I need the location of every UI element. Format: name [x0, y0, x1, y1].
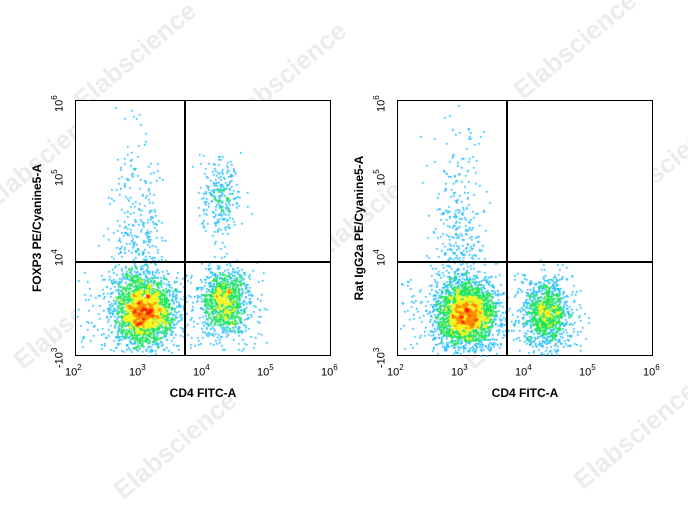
x-axis-title: CD4 FITC-A: [169, 386, 237, 400]
quadrant-gate-horizontal[interactable]: [398, 261, 652, 263]
quadrant-gate-vertical[interactable]: [506, 101, 508, 355]
x-tick-label: 105: [257, 363, 274, 379]
quadrant-gate-horizontal[interactable]: [76, 261, 330, 263]
x-tick-label: 104: [193, 363, 210, 379]
plot-area: [397, 100, 654, 357]
y-axis-title: Rat IgG2a PE/Cyanine5-A: [352, 155, 366, 301]
y-tick-label: 106: [372, 95, 388, 112]
y-tick-label: -103: [50, 347, 66, 368]
x-tick-label: 103: [451, 363, 468, 379]
y-axis-title: FOXP3 PE/Cyanine5-A: [30, 163, 44, 293]
x-tick-label: 106: [321, 363, 338, 379]
x-tick-label: 102: [65, 363, 82, 379]
quadrant-gate-vertical[interactable]: [184, 101, 186, 355]
x-tick-label: 106: [643, 363, 660, 379]
x-tick-label: 103: [129, 363, 146, 379]
x-tick-label: 102: [387, 363, 404, 379]
x-tick-label: 105: [579, 363, 596, 379]
y-tick-label: 104: [50, 248, 66, 266]
y-tick-label: 106: [50, 95, 66, 112]
y-tick-label: -103: [372, 347, 388, 368]
plot-area: [75, 100, 332, 357]
y-tick-label: 105: [50, 169, 66, 187]
dot-density: [76, 101, 332, 357]
y-tick-label: 105: [372, 169, 388, 187]
x-tick-label: 104: [515, 363, 532, 379]
flow-plot-isotype: Rat IgG2a PE/Cyanine5-A 102 103 104 105 106 -…: [344, 0, 688, 490]
y-tick-label: 104: [372, 248, 388, 266]
x-axis-title: CD4 FITC-A: [491, 386, 559, 400]
flow-plot-foxp3: FOXP3 PE/Cyanine5-A 102 103 104 105 106 -103 1…: [0, 0, 344, 490]
dot-density: [398, 101, 654, 357]
